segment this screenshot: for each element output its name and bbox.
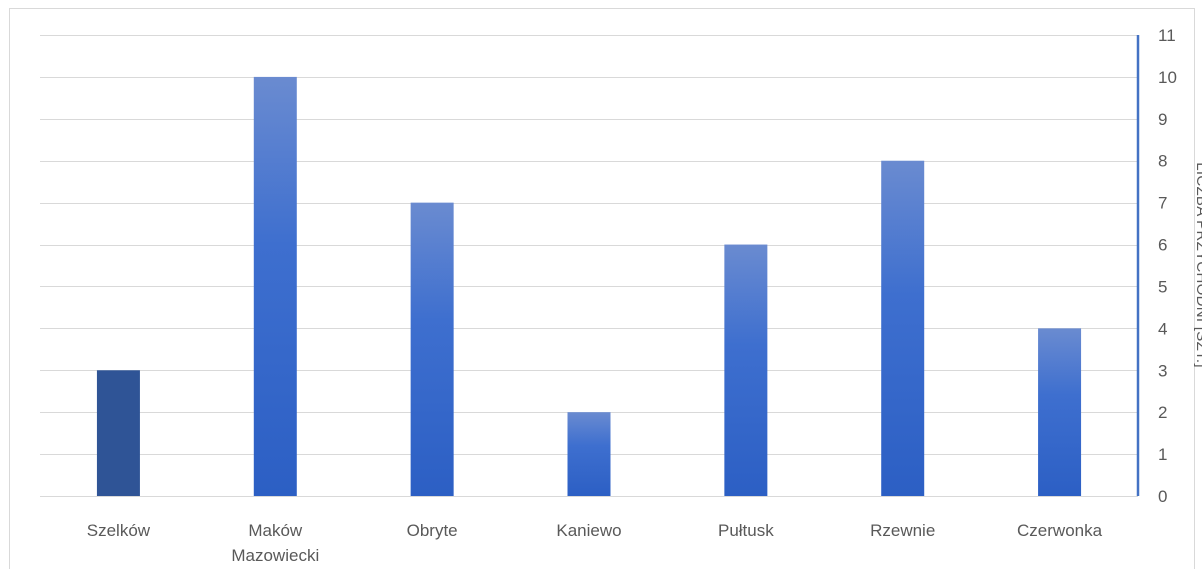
y-tick-label-8: 8	[1158, 152, 1167, 171]
bar-pułtusk	[724, 244, 768, 496]
gridlines	[40, 35, 1138, 497]
category-label-3: Kaniewo	[556, 521, 621, 540]
y-tick-label-10: 10	[1158, 68, 1177, 87]
category-label-1: Maków Mazowiecki	[231, 521, 319, 565]
bar-obryte	[410, 202, 454, 496]
bars	[96, 76, 1082, 497]
value-axis-tick-labels: 0 1 2 3 4 5 6 7 8 9 10 11	[1158, 26, 1177, 506]
bar-maków-mazowiecki	[253, 76, 297, 496]
y-tick-label-1: 1	[1158, 445, 1167, 464]
y-tick-label-11: 11	[1158, 26, 1176, 45]
y-tick-label-9: 9	[1158, 110, 1167, 129]
bar-czerwonka	[1038, 328, 1082, 496]
bar-rzewnie	[881, 160, 925, 497]
value-axis-title: LICZBA PRZYCHODNI [SZT.]	[1193, 162, 1202, 368]
category-label-6: Czerwonka	[1017, 521, 1103, 540]
y-tick-label-3: 3	[1158, 361, 1167, 380]
bar-szelków	[96, 370, 140, 496]
category-axis-labels: Szelków Maków Mazowiecki Obryte Kaniewo Pułtu…	[87, 521, 1103, 565]
category-label-2: Obryte	[407, 521, 458, 540]
y-tick-label-2: 2	[1158, 403, 1167, 422]
category-label-0: Szelków	[87, 521, 151, 540]
category-label-5: Rzewnie	[870, 521, 935, 540]
y-tick-label-7: 7	[1158, 194, 1167, 213]
y-tick-label-4: 4	[1158, 319, 1167, 338]
y-tick-label-5: 5	[1158, 277, 1167, 296]
chart-border	[9, 8, 1195, 569]
y-tick-label-6: 6	[1158, 236, 1167, 255]
y-tick-label-0: 0	[1158, 487, 1167, 506]
bar-kaniewo	[567, 412, 611, 496]
category-label-4: Pułtusk	[718, 521, 774, 540]
